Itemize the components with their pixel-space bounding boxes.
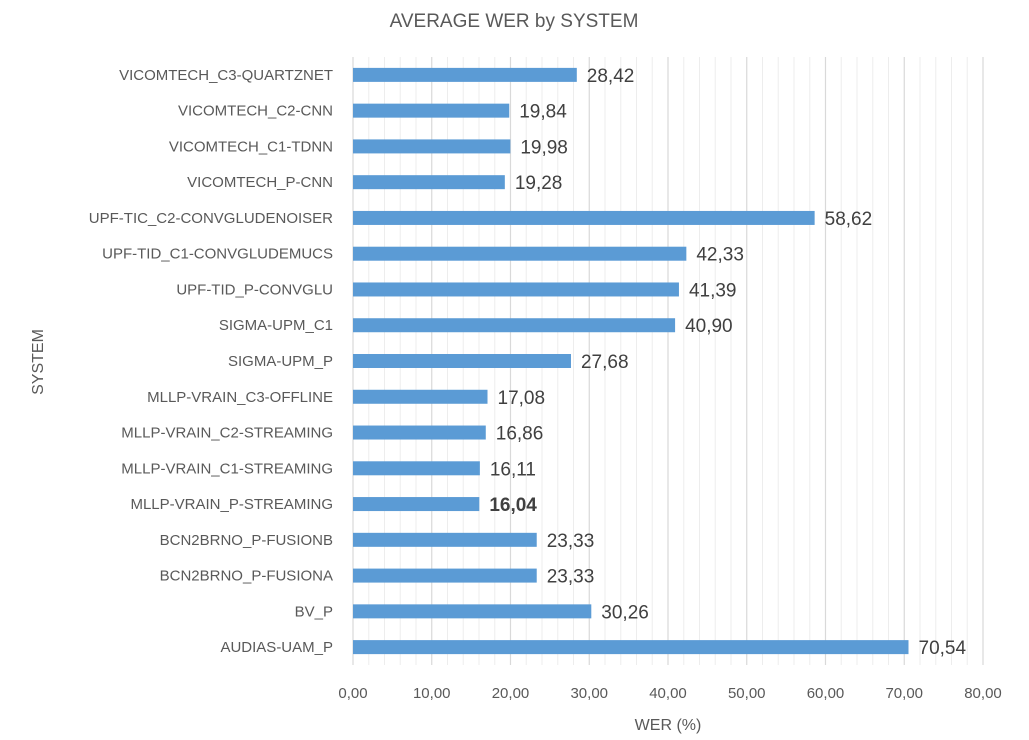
data-label: 16,11 [490, 459, 536, 480]
data-label: 70,54 [919, 638, 967, 659]
data-label: 28,42 [587, 66, 635, 87]
x-tick-label: 60,00 [807, 685, 845, 702]
bar [353, 497, 480, 512]
category-label: VICOMTECH_C2-CNN [178, 103, 333, 120]
data-label: 30,26 [601, 602, 649, 623]
category-label: UPF-TID_P-CONVGLU [176, 281, 333, 298]
bar [353, 67, 577, 82]
bar [353, 389, 488, 404]
x-tick-label: 80,00 [964, 685, 1002, 702]
category-label: UPF-TID_C1-CONVGLUDEMUCS [102, 246, 333, 263]
x-tick-label: 10,00 [413, 685, 451, 702]
category-label: BCN2BRNO_P-FUSIONB [160, 532, 333, 549]
data-label: 42,33 [696, 245, 744, 266]
bar [353, 246, 687, 261]
data-label: 58,62 [825, 209, 873, 230]
bars [353, 67, 909, 655]
bar [353, 175, 505, 190]
category-label: SIGMA-UPM_C1 [219, 317, 333, 334]
x-tick-label: 20,00 [492, 685, 530, 702]
bar [353, 210, 815, 225]
data-labels: 28,42 19,84 19,98 19,28 58,62 42,33 41,39 40,90… [489, 66, 966, 659]
bar [353, 461, 480, 476]
y-axis-title: SYSTEM [30, 329, 47, 395]
category-label: UPF-TIC_C2-CONVGLUDENOISER [89, 210, 333, 227]
category-label: BV_P [295, 603, 333, 620]
bar [353, 139, 511, 154]
category-label: SIGMA-UPM_P [228, 353, 333, 370]
category-label: VICOMTECH_C3-QUARTZNET [119, 67, 333, 84]
data-label: 19,84 [519, 102, 567, 123]
bar [353, 282, 679, 297]
category-label: MLLP-VRAIN_C2-STREAMING [121, 425, 333, 442]
chart-title: AVERAGE WER by SYSTEM [390, 11, 639, 32]
bar [353, 604, 592, 619]
bar [353, 103, 510, 118]
data-label: 23,33 [547, 531, 595, 552]
data-label: 23,33 [547, 567, 595, 588]
data-label: 16,04 [489, 495, 537, 516]
category-label: VICOMTECH_C1-TDNN [169, 138, 333, 155]
data-label: 41,39 [689, 280, 737, 301]
bar [353, 425, 486, 440]
category-label: AUDIAS-UAM_P [220, 639, 333, 656]
category-label: MLLP-VRAIN_C3-OFFLINE [147, 389, 333, 406]
category-label: MLLP-VRAIN_P-STREAMING [130, 496, 333, 513]
x-tick-labels: 0,00 10,00 20,00 30,00 40,00 50,00 60,00 70,00 8… [338, 685, 1001, 702]
category-labels: VICOMTECH_C3-QUARTZNET VICOMTECH_C2-CNN VI… [89, 67, 333, 656]
data-label: 19,98 [520, 137, 568, 158]
bar [353, 318, 676, 333]
data-label: 16,86 [496, 424, 544, 445]
category-label: BCN2BRNO_P-FUSIONA [160, 568, 333, 585]
data-label: 19,28 [515, 173, 563, 194]
data-label: 27,68 [581, 352, 629, 373]
x-tick-label: 70,00 [885, 685, 923, 702]
x-tick-label: 0,00 [338, 685, 367, 702]
x-tick-label: 40,00 [649, 685, 687, 702]
bar [353, 568, 537, 583]
bar [353, 532, 537, 547]
x-tick-label: 30,00 [570, 685, 608, 702]
x-tick-label: 50,00 [728, 685, 766, 702]
category-label: MLLP-VRAIN_C1-STREAMING [121, 460, 333, 477]
bar [353, 354, 571, 368]
data-label: 40,90 [685, 316, 733, 337]
x-axis-title: WER (%) [635, 717, 702, 734]
category-label: VICOMTECH_P-CNN [187, 174, 333, 191]
bar [353, 640, 909, 655]
data-label: 17,08 [498, 388, 546, 409]
